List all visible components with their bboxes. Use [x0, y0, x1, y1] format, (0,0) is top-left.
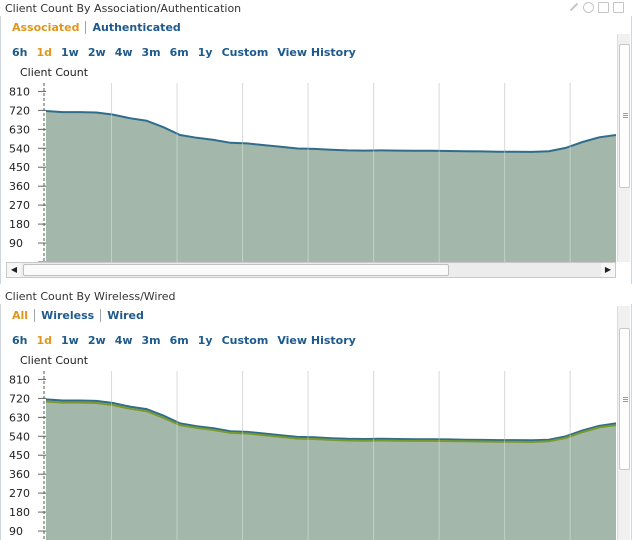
series-area [46, 111, 616, 262]
range-1y[interactable]: 1y [197, 46, 213, 59]
range-4w[interactable]: 4w [114, 334, 133, 347]
vertical-scroll-thumb[interactable] [619, 328, 630, 470]
vertical-scrollbar[interactable] [617, 306, 630, 540]
client-count-chart: 90 180 270 360 450 540 630 720 810 [9, 371, 617, 540]
filter-wireless[interactable]: Wireless [41, 309, 95, 322]
time-range-links: 6h 1d 1w 2w 4w 3m 6m 1y Custom View Hist… [12, 46, 356, 59]
vertical-scrollbar[interactable] [617, 34, 630, 262]
y-tick-label: 450 [9, 161, 30, 174]
view-history-link[interactable]: View History [277, 334, 356, 347]
y-tick-label: 90 [9, 237, 23, 250]
y-tick-label: 810 [9, 373, 30, 386]
range-1w[interactable]: 1w [61, 334, 79, 347]
y-tick-label: 810 [9, 85, 30, 98]
range-2w[interactable]: 2w [87, 46, 106, 59]
vertical-scroll-thumb[interactable] [619, 44, 630, 188]
series-line-2 [45, 400, 617, 444]
y-tick-label: 360 [9, 468, 30, 481]
y-tick-label: 270 [9, 487, 30, 500]
panel-toolbar [569, 2, 624, 13]
y-tick-label: 360 [9, 180, 30, 193]
filter-wired[interactable]: Wired [107, 309, 144, 322]
chart-y-axis-title: Client Count [20, 66, 89, 79]
panel-association-authentication: Client Count By Association/Authenticati… [0, 0, 632, 284]
panel-title: Client Count By Wireless/Wired [5, 290, 176, 303]
horizontal-scrollbar[interactable]: ◀ ▶ [6, 262, 616, 278]
y-tick-label: 90 [9, 525, 23, 538]
range-4w[interactable]: 4w [114, 46, 133, 59]
filter-tabs: All Wireless Wired [12, 309, 144, 322]
range-1d[interactable]: 1d [36, 46, 53, 59]
range-1d[interactable]: 1d [36, 334, 53, 347]
divider [85, 21, 87, 34]
range-1w[interactable]: 1w [61, 46, 79, 59]
range-6m[interactable]: 6m [169, 46, 189, 59]
series-line-1 [45, 398, 617, 442]
horizontal-scroll-thumb[interactable] [23, 264, 449, 276]
y-tick-label: 270 [9, 199, 30, 212]
y-tick-label: 720 [9, 104, 30, 117]
y-tick-label: 540 [9, 430, 30, 443]
panel-title: Client Count By Association/Authenticati… [5, 2, 242, 15]
range-3m[interactable]: 3m [141, 46, 161, 59]
detach-icon[interactable] [598, 2, 609, 13]
y-tick-label: 180 [9, 506, 30, 519]
range-custom[interactable]: Custom [221, 46, 269, 59]
chart-y-axis-title: Client Count [20, 354, 89, 367]
view-history-link[interactable]: View History [277, 46, 356, 59]
scroll-left-icon[interactable]: ◀ [7, 263, 21, 277]
divider [100, 309, 102, 322]
filter-tabs: Associated Authenticated [12, 21, 181, 34]
series-line-1 [45, 110, 617, 153]
range-6m[interactable]: 6m [169, 334, 189, 347]
series-area [46, 399, 616, 540]
y-tick-label: 180 [9, 218, 30, 231]
filter-all[interactable]: All [12, 309, 29, 322]
range-1y[interactable]: 1y [197, 334, 213, 347]
maximize-icon[interactable] [613, 2, 624, 13]
y-tick-label: 630 [9, 411, 30, 424]
y-tick-label: 630 [9, 123, 30, 136]
range-custom[interactable]: Custom [221, 334, 269, 347]
range-3m[interactable]: 3m [141, 334, 161, 347]
panel-wireless-wired: Client Count By Wireless/Wired All Wirel… [0, 288, 632, 540]
y-tick-label: 540 [9, 142, 30, 155]
range-6h[interactable]: 6h [12, 334, 28, 347]
filter-associated[interactable]: Associated [12, 21, 80, 34]
time-range-links: 6h 1d 1w 2w 4w 3m 6m 1y Custom View Hist… [12, 334, 356, 347]
range-2w[interactable]: 2w [87, 334, 106, 347]
filter-authenticated[interactable]: Authenticated [92, 21, 181, 34]
client-count-chart: 90 180 270 360 450 540 630 720 810 [9, 83, 617, 263]
y-tick-label: 720 [9, 392, 30, 405]
y-tick-label: 450 [9, 449, 30, 462]
range-6h[interactable]: 6h [12, 46, 28, 59]
refresh-icon[interactable] [583, 2, 594, 13]
divider [34, 309, 36, 322]
scroll-right-icon[interactable]: ▶ [601, 263, 615, 277]
